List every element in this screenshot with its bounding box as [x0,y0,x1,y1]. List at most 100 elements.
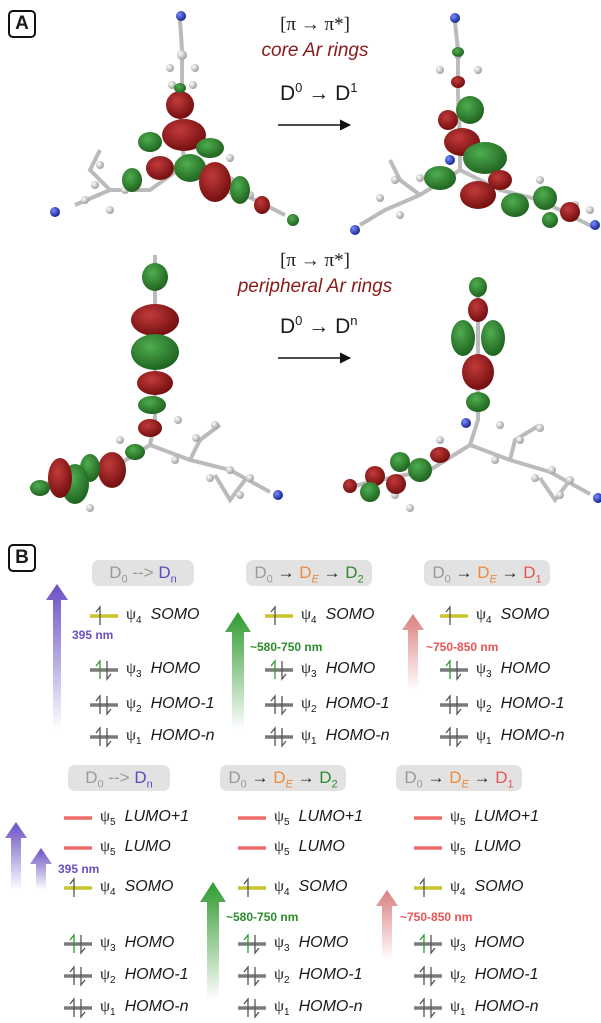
level-label: ψ5 LUMO+1 [450,808,540,829]
spin-down-arrow [430,935,436,955]
excitation-arrow-395-top [46,584,68,730]
spin-down-arrow [106,728,112,748]
wavelength-750-850-top: ~750-850 nm [426,640,499,654]
level-label: ψ4 SOMO [126,606,200,627]
transition-2-states: D0 → Dn [280,313,358,338]
tag-top-d2: D0 → DE → D2 [246,560,372,586]
spin-up-arrow [243,933,249,953]
molecule-core-d0 [50,11,299,226]
wavelength-750-850-bottom: ~750-850 nm [400,910,473,924]
spin-down-arrow [254,935,260,955]
level-label: ψ5 LUMO [450,838,521,859]
spin-up-arrow [419,997,425,1017]
wavelength-395-bottom: 395 nm [58,862,100,876]
level-label: ψ3 HOMO [274,934,349,955]
spin-down-arrow [80,999,86,1019]
spin-down-arrow [456,661,462,681]
level-label: ψ1 HOMO-n [126,727,215,748]
level-label: ψ2 HOMO-1 [274,966,363,987]
level-label: ψ3 HOMO [450,934,525,955]
top-level-lines [90,605,468,748]
level-label: ψ1 HOMO-n [301,727,390,748]
level-label: ψ1 HOMO-n [450,998,539,1019]
level-label: ψ3 HOMO [476,660,551,681]
spin-down-arrow [281,728,287,748]
molecule-core-d1 [350,13,600,235]
spin-up-arrow [69,997,75,1017]
molecule-peripheral-dn [343,277,601,512]
spin-up-arrow [445,605,451,625]
tag-top-dn: D0 --> Dn [92,560,194,586]
spin-up-arrow [69,877,75,897]
spin-up-arrow [419,965,425,985]
level-label: ψ2 HOMO-1 [476,695,565,716]
spin-up-arrow [445,694,451,714]
spin-up-arrow [419,877,425,897]
tag-bottom-dn: D0 --> Dn [68,765,170,791]
spin-down-arrow [106,661,112,681]
spin-up-arrow [243,997,249,1017]
spin-up-arrow [243,965,249,985]
spin-up-arrow [243,877,249,897]
panel-b-label: B [8,544,36,572]
spin-down-arrow [456,728,462,748]
level-label: ψ5 LUMO+1 [100,808,190,829]
wavelength-580-750-top: ~580-750 nm [250,640,323,654]
level-label: ψ1 HOMO-n [274,998,363,1019]
level-label: ψ1 HOMO-n [100,998,189,1019]
spin-down-arrow [430,967,436,987]
excitation-arrow-580-750-bottom [200,882,226,1000]
spin-down-arrow [281,661,287,681]
level-label: ψ4 SOMO [100,878,174,899]
spin-down-arrow [80,967,86,987]
level-label: ψ4 SOMO [274,878,348,899]
bottom-level-lines [64,816,442,1019]
spin-down-arrow [106,696,112,716]
spin-up-arrow [270,726,276,746]
spin-up-arrow [95,694,101,714]
spin-up-arrow [95,605,101,625]
spin-down-arrow [254,967,260,987]
spin-up-arrow [95,659,101,679]
level-label: ψ3 HOMO [301,660,376,681]
spin-down-arrow [254,999,260,1019]
level-label: ψ4 SOMO [301,606,375,627]
spin-up-arrow [445,659,451,679]
level-label: ψ5 LUMO+1 [274,808,364,829]
level-label: ψ5 LUMO [274,838,345,859]
spin-down-arrow [456,696,462,716]
spin-down-arrow [80,935,86,955]
spin-up-arrow [95,726,101,746]
spin-down-arrow [281,696,287,716]
transition-1-desc: core Ar rings [261,40,369,61]
level-label: ψ2 HOMO-1 [301,695,390,716]
level-label: ψ4 SOMO [450,878,524,899]
excitation-arrow-750-850-top [402,614,424,690]
level-label: ψ3 HOMO [126,660,201,681]
transition-1-states: D0 → D1 [280,80,358,105]
spin-up-arrow [270,605,276,625]
level-label: ψ2 HOMO-1 [126,695,215,716]
tag-top-d1: D0 → DE → D1 [424,560,550,586]
tag-bottom-d2: D0 → DE → D2 [220,765,346,791]
transition-2-desc: peripheral Ar rings [237,276,393,297]
level-label: ψ1 HOMO-n [476,727,565,748]
molecule-peripheral-d0 [29,255,283,512]
level-label: ψ2 HOMO-1 [100,966,189,987]
tag-bottom-d1: D0 → DE → D1 [396,765,522,791]
excitation-arrow-580-750-top [225,612,251,730]
spin-up-arrow [270,659,276,679]
level-label: ψ4 SOMO [476,606,550,627]
spin-up-arrow [445,726,451,746]
panel-a-label: A [8,10,36,38]
spin-down-arrow [430,999,436,1019]
excitation-arrow-395-bottom-b [30,848,52,890]
excitation-arrow-750-850-bottom [376,890,398,960]
wavelength-580-750-bottom: ~580-750 nm [226,910,299,924]
spin-up-arrow [69,933,75,953]
spin-up-arrow [69,965,75,985]
transition-2-type: [π → π*] [280,250,350,271]
transition-1-type: [π → π*] [280,14,350,35]
